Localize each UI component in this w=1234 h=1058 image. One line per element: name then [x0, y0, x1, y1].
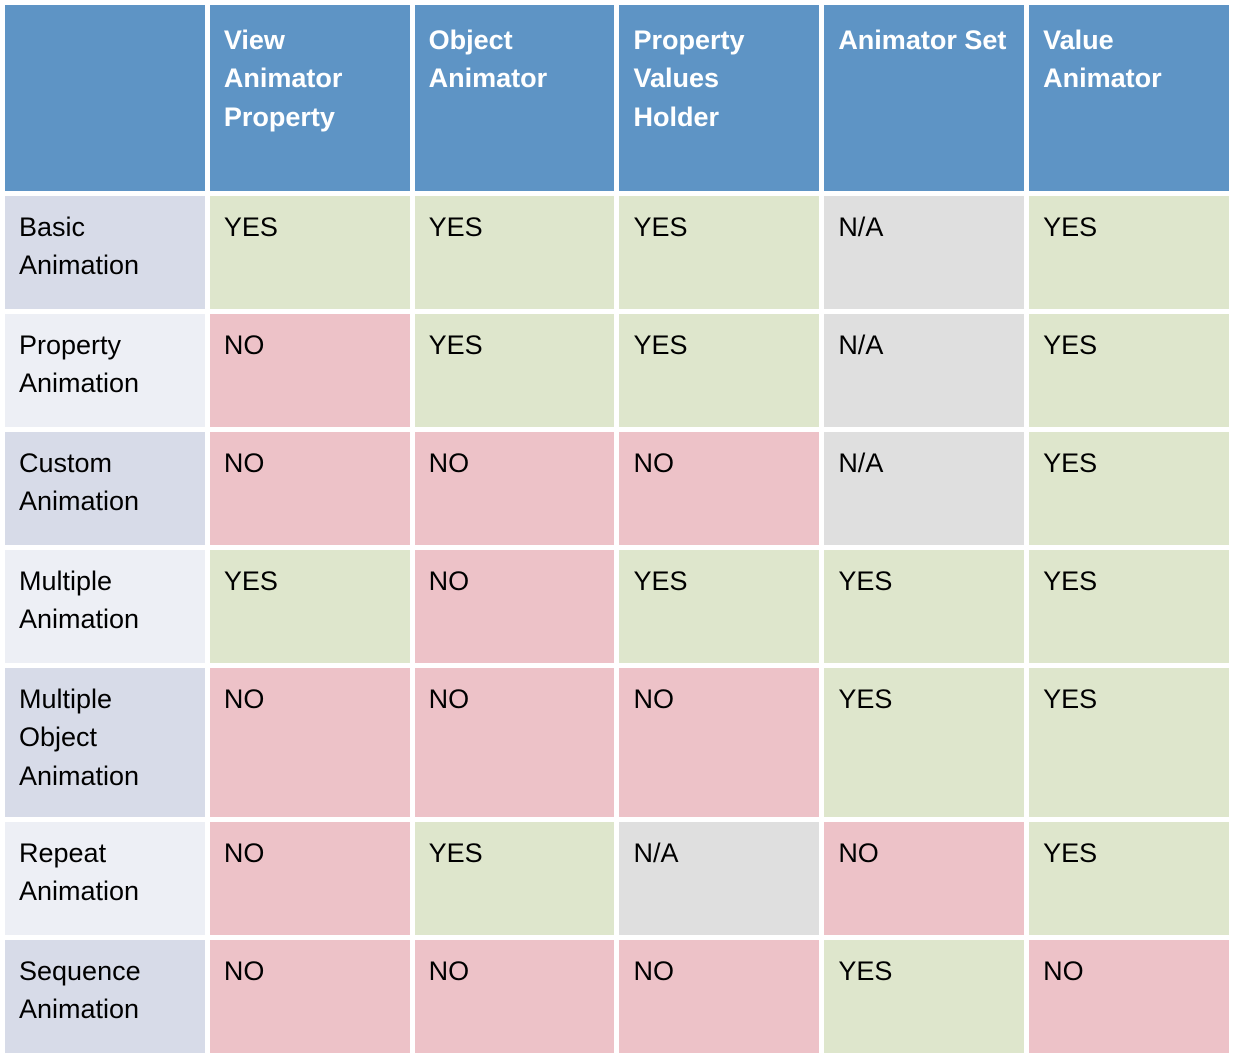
table-row: Sequence Animation NO NO NO YES NO — [5, 940, 1229, 1053]
matrix-cell: NO — [824, 822, 1025, 935]
matrix-cell: YES — [619, 314, 820, 427]
table-row: Multiple Object Animation NO NO NO YES YES — [5, 668, 1229, 817]
matrix-cell: N/A — [824, 314, 1025, 427]
row-label: Custom Animation — [5, 432, 205, 545]
matrix-cell: N/A — [824, 432, 1025, 545]
row-label: Repeat Animation — [5, 822, 205, 935]
matrix-cell: YES — [1029, 196, 1229, 309]
matrix-cell: YES — [824, 550, 1025, 663]
matrix-cell: YES — [619, 550, 820, 663]
row-label: Property Animation — [5, 314, 205, 427]
table-row: Multiple Animation YES NO YES YES YES — [5, 550, 1229, 663]
matrix-cell: NO — [414, 940, 615, 1053]
row-label: Basic Animation — [5, 196, 205, 309]
table-row: Basic Animation YES YES YES N/A YES — [5, 196, 1229, 309]
row-label: Multiple Animation — [5, 550, 205, 663]
matrix-cell: YES — [1029, 432, 1229, 545]
matrix-cell: YES — [1029, 668, 1229, 817]
matrix-cell: YES — [1029, 314, 1229, 427]
matrix-cell: NO — [209, 432, 410, 545]
matrix-cell: YES — [619, 196, 820, 309]
matrix-cell: N/A — [619, 822, 820, 935]
matrix-cell: YES — [824, 940, 1025, 1053]
matrix-cell: YES — [414, 822, 615, 935]
column-header-value-animator: Value Animator — [1029, 5, 1229, 191]
matrix-cell: YES — [1029, 550, 1229, 663]
matrix-cell: NO — [619, 940, 820, 1053]
matrix-cell: NO — [209, 668, 410, 817]
matrix-cell: NO — [209, 314, 410, 427]
matrix-cell: YES — [824, 668, 1025, 817]
matrix-cell: NO — [619, 668, 820, 817]
header-row: View Animator Property Object Animator P… — [5, 5, 1229, 191]
table-body: Basic Animation YES YES YES N/A YES Property A… — [5, 196, 1229, 1053]
table-row: Custom Animation NO NO NO N/A YES — [5, 432, 1229, 545]
matrix-cell: NO — [1029, 940, 1229, 1053]
column-header-animator-set: Animator Set — [824, 5, 1025, 191]
matrix-cell: NO — [414, 668, 615, 817]
matrix-cell: NO — [209, 940, 410, 1053]
matrix-cell: NO — [619, 432, 820, 545]
matrix-cell: YES — [414, 314, 615, 427]
column-header-property-values-holder: Property Values Holder — [619, 5, 820, 191]
table-row: Property Animation NO YES YES N/A YES — [5, 314, 1229, 427]
matrix-cell: YES — [1029, 822, 1229, 935]
column-header-object-animator: Object Animator — [414, 5, 615, 191]
matrix-cell: NO — [414, 432, 615, 545]
matrix-cell: NO — [414, 550, 615, 663]
table-row: Repeat Animation NO YES N/A NO YES — [5, 822, 1229, 935]
matrix-cell: YES — [209, 196, 410, 309]
row-label: Multiple Object Animation — [5, 668, 205, 817]
column-header-view-animator-property: View Animator Property — [209, 5, 410, 191]
table-header: View Animator Property Object Animator P… — [5, 5, 1229, 191]
row-label: Sequence Animation — [5, 940, 205, 1053]
matrix-cell: N/A — [824, 196, 1025, 309]
corner-cell — [5, 5, 205, 191]
matrix-cell: YES — [209, 550, 410, 663]
matrix-cell: YES — [414, 196, 615, 309]
matrix-cell: NO — [209, 822, 410, 935]
